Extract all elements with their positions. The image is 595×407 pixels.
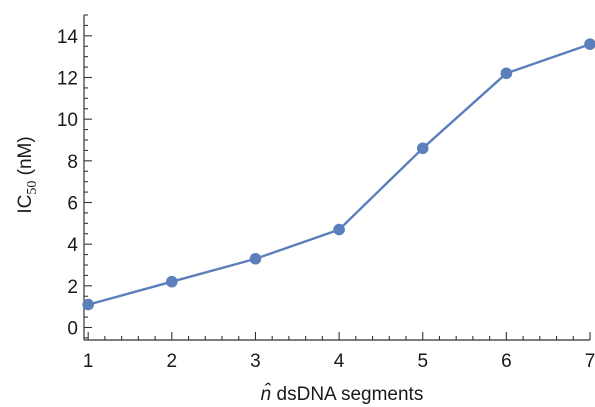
y-axis-title-base: IC xyxy=(15,195,36,214)
y-tick-label: 10 xyxy=(57,110,78,131)
y-tick-label: 4 xyxy=(67,235,78,256)
y-tick-label: 2 xyxy=(67,277,78,298)
x-tick-label: 6 xyxy=(501,351,512,372)
data-point xyxy=(82,298,94,311)
y-tick-label: 12 xyxy=(57,69,78,90)
x-tick-label: 2 xyxy=(167,351,178,372)
x-axis-title-symbol: n̂ xyxy=(261,383,272,405)
x-tick-labels: 1 2 3 4 5 6 7 xyxy=(83,351,595,372)
y-axis-title-unit: (nM) xyxy=(15,136,36,180)
x-tick-label: 7 xyxy=(585,351,595,372)
y-axis-title: IC50 (nM) xyxy=(15,136,40,213)
x-tick-label: 4 xyxy=(334,351,345,372)
data-series xyxy=(82,38,595,311)
series-line xyxy=(87,43,591,306)
tick-marks xyxy=(84,14,591,340)
data-point xyxy=(416,142,429,155)
x-tick-label: 3 xyxy=(250,351,261,372)
x-tick-label: 5 xyxy=(417,351,428,372)
data-point xyxy=(333,223,345,236)
y-tick-label: 6 xyxy=(67,194,78,215)
data-point xyxy=(249,252,262,265)
x-axis-title: n̂ dsDNA segments xyxy=(261,383,424,405)
y-tick-label: 14 xyxy=(57,27,79,48)
y-tick-label: 8 xyxy=(67,152,78,173)
axes xyxy=(83,15,590,341)
data-point xyxy=(166,275,178,288)
y-tick-label: 0 xyxy=(67,319,78,340)
x-axis-title-text: dsDNA segments xyxy=(271,384,423,405)
data-point xyxy=(584,38,595,50)
data-point xyxy=(500,67,513,80)
y-axis-title-subscript: 50 xyxy=(25,181,40,195)
y-tick-labels: 0 2 4 6 8 10 12 14 xyxy=(57,27,79,340)
x-tick-label: 1 xyxy=(83,351,94,372)
